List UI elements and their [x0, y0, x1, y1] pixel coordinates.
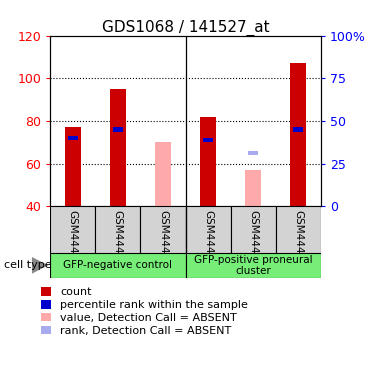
Text: GSM44459: GSM44459 [203, 210, 213, 267]
Bar [200, 117, 216, 206]
Bar [65, 128, 81, 206]
Text: GSM44456: GSM44456 [68, 210, 78, 267]
Bar [276, 206, 321, 253]
Polygon shape [32, 257, 48, 274]
Text: cell type: cell type [4, 260, 51, 270]
Bar [186, 206, 231, 253]
Bar [245, 170, 261, 206]
Text: GSM44460: GSM44460 [248, 210, 258, 267]
Bar [186, 253, 321, 278]
Bar [231, 206, 276, 253]
Bar [110, 89, 126, 206]
Bar [113, 127, 123, 132]
Legend: count, percentile rank within the sample, value, Detection Call = ABSENT, rank, : count, percentile rank within the sample… [39, 285, 250, 338]
Bar [95, 206, 140, 253]
Bar [50, 253, 186, 278]
Text: GFP-negative control: GFP-negative control [63, 260, 172, 270]
Text: GFP-positive proneural
cluster: GFP-positive proneural cluster [194, 255, 312, 276]
Text: GSM44457: GSM44457 [113, 210, 123, 267]
Bar [290, 63, 306, 206]
Text: GSM44461: GSM44461 [293, 210, 303, 267]
Bar [155, 142, 171, 206]
Bar [140, 206, 186, 253]
Bar [293, 127, 303, 132]
Title: GDS1068 / 141527_at: GDS1068 / 141527_at [102, 20, 269, 36]
Bar [203, 138, 213, 142]
Bar [68, 136, 78, 140]
Bar [50, 206, 95, 253]
Text: GSM44458: GSM44458 [158, 210, 168, 267]
Bar [248, 151, 258, 155]
